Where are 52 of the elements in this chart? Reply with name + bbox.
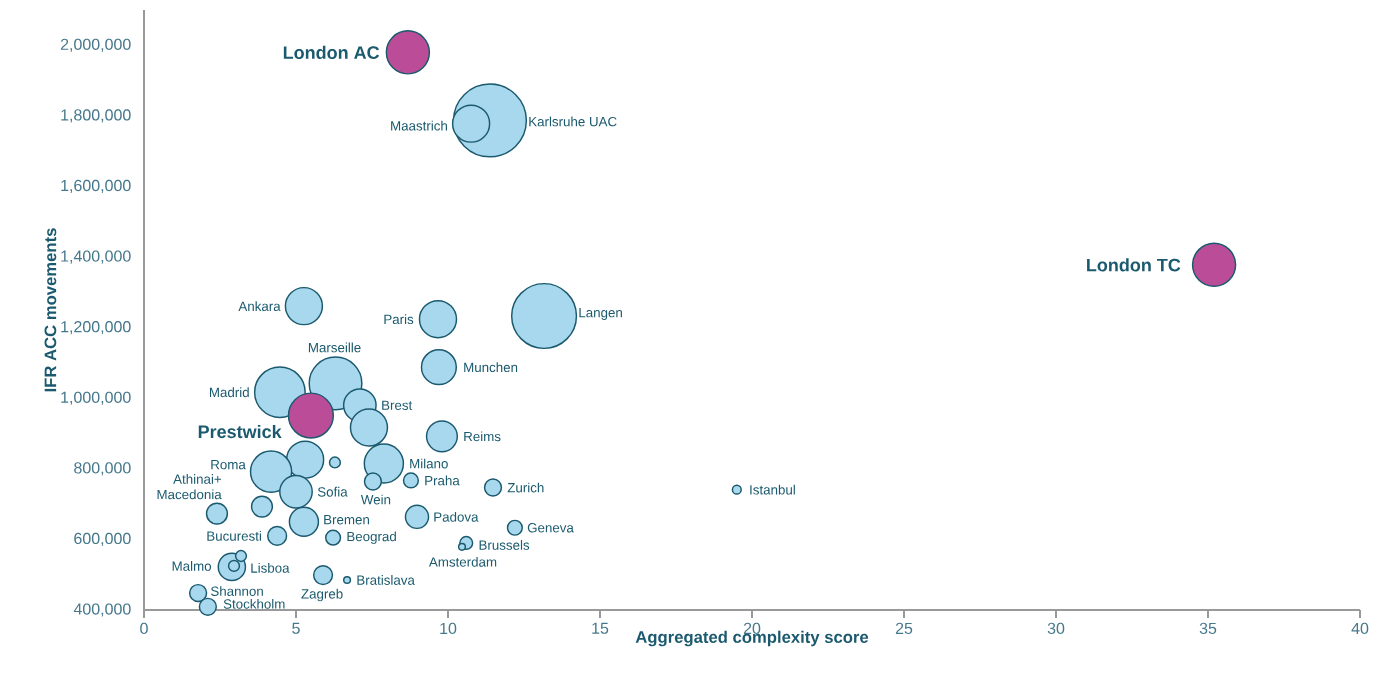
x-tick-label: 0 (140, 622, 148, 635)
y-tick-label: 800,000 (74, 462, 131, 476)
annotation: Reims (464, 431, 501, 442)
annotation: Brussels (479, 540, 530, 550)
annotation: Roma (211, 459, 246, 470)
x-tick-label: 15 (592, 622, 609, 634)
annotation: Zurich (507, 482, 544, 493)
annotation: Geneva (527, 523, 574, 533)
x-tick-label: 40 (1351, 622, 1369, 635)
annotation: Zagreb (301, 588, 343, 602)
x-tick-label: 25 (895, 622, 913, 635)
annotation: Istanbul (750, 484, 795, 495)
y-tick-label: 1,200,000 (61, 321, 131, 335)
annotation: Athinai+ Macedonia (157, 474, 222, 500)
x-tick-label: 35 (1199, 622, 1217, 635)
y-axis-title: IFR ACC movements (44, 228, 57, 392)
annotation: Beograd (347, 531, 396, 544)
annotation: Ankara (238, 301, 281, 312)
annotation: Bremen (324, 515, 369, 525)
annotation: Milano (410, 458, 448, 469)
annotation: Padova (434, 511, 479, 522)
y-tick-label: 400,000 (73, 603, 131, 617)
annotation: Stockholm (223, 598, 285, 609)
annotation: Maastrich (391, 120, 447, 131)
annotation: Praha (425, 475, 460, 486)
annotation: Marseille (308, 342, 361, 353)
annotation: London AC (283, 45, 380, 59)
annotation: Wein (360, 494, 391, 505)
x-tick-label: 5 (292, 622, 300, 634)
y-tick-label: 1,800,000 (61, 109, 131, 123)
annotation: London TC (1087, 258, 1181, 272)
annotation: Madrid (209, 387, 249, 398)
annotation: Karlsruhe UAC (529, 116, 617, 127)
y-tick-label: 2,000,000 (60, 38, 131, 52)
x-tick-label: 10 (440, 622, 457, 635)
y-tick-label: 1,600,000 (61, 179, 131, 194)
annotation: Prestwick (198, 424, 282, 439)
y-tick-label: 1,400,000 (61, 250, 131, 264)
annotation: Bratislava (357, 575, 415, 585)
annotation: Sofia (317, 486, 348, 497)
annotation: Malmo (172, 561, 212, 571)
annotation: Langen (579, 308, 622, 320)
x-tick-label: 30 (1047, 622, 1065, 635)
annotation: Brest (382, 400, 413, 410)
y-tick-label: 600,000 (74, 532, 131, 547)
annotation: Shannon (210, 586, 263, 596)
annotation: Munchen (464, 362, 518, 373)
annotation: Amsterdam (428, 556, 497, 567)
annotation: Lisboa (251, 562, 290, 573)
y-tick-label: 1,000,000 (61, 391, 131, 405)
annotation: Paris (384, 314, 414, 325)
annotation: Bucuresti (207, 530, 261, 541)
